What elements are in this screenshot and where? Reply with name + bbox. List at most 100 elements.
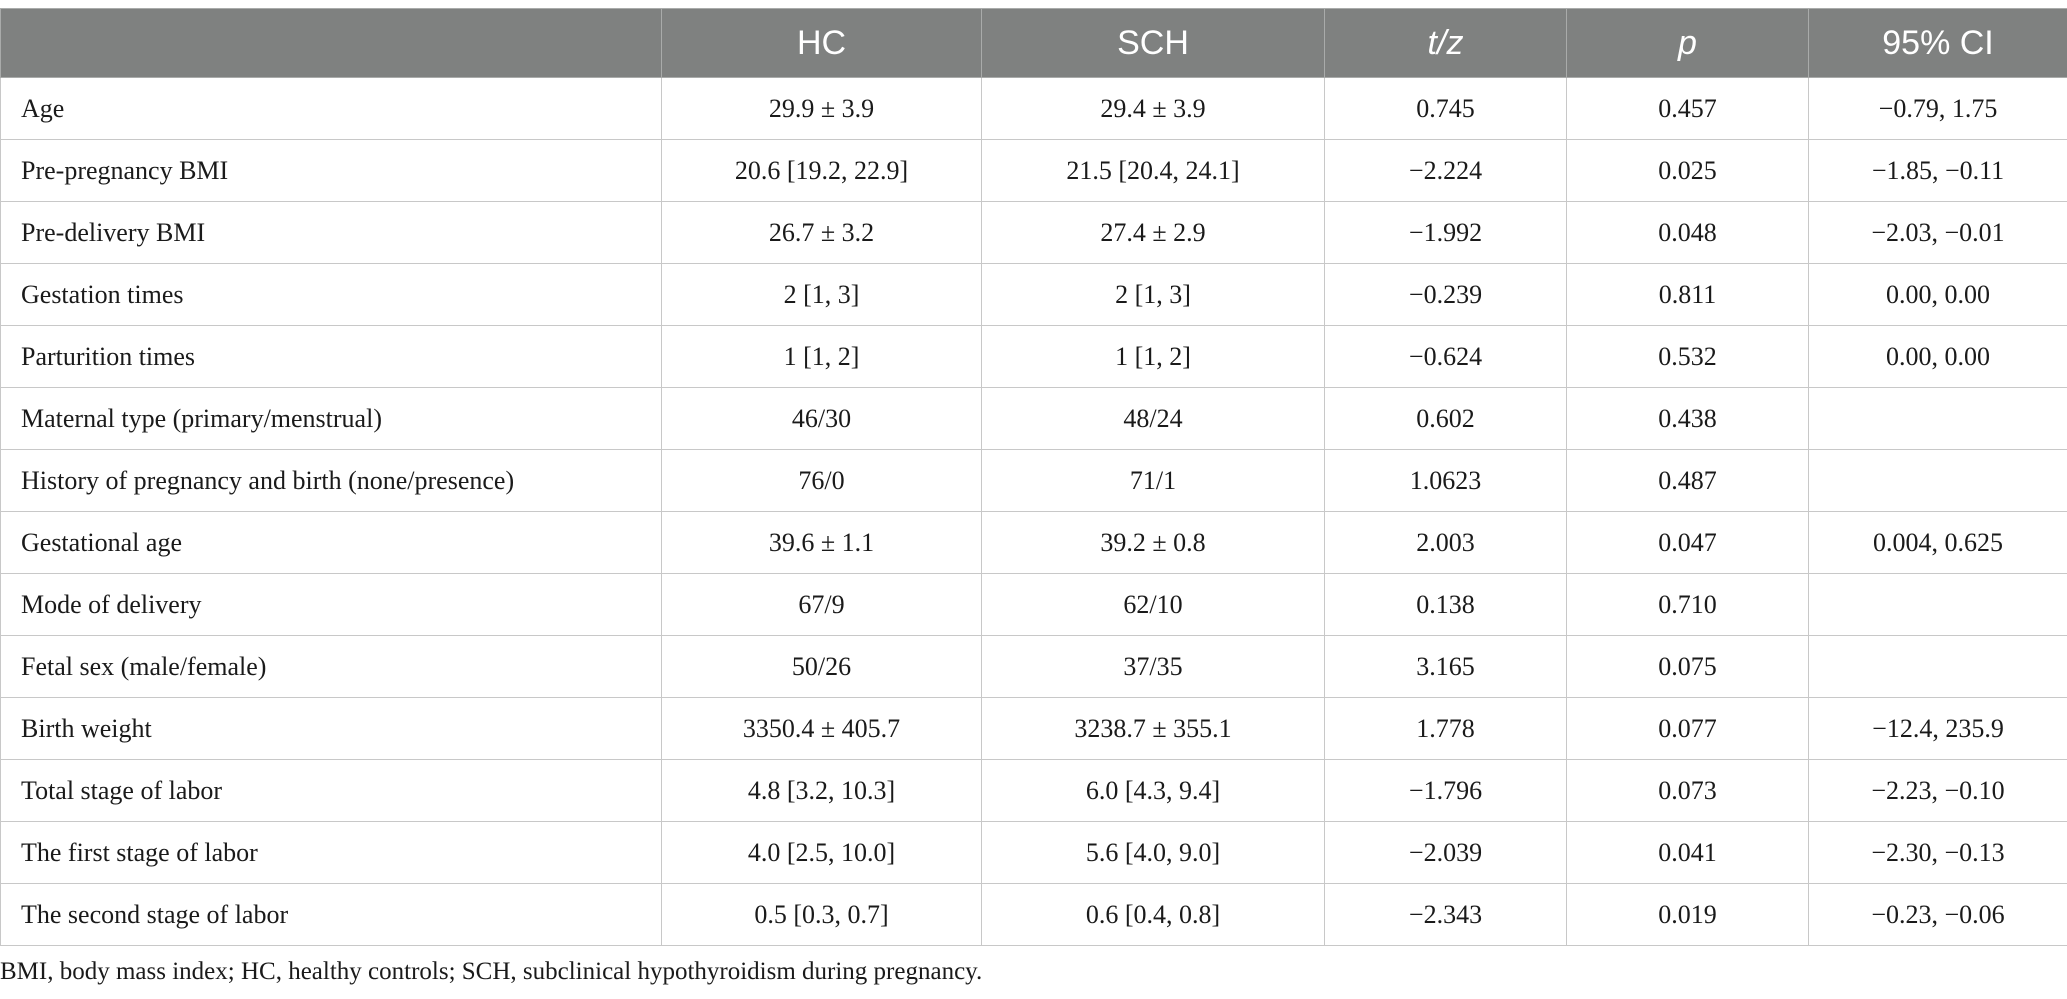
sch-cell: 39.2 ± 0.8 xyxy=(981,511,1325,574)
ci-cell: 0.004, 0.625 xyxy=(1808,511,2067,574)
comparison-table-container: HC SCH t/z p 95% CI Age 29.9 ± 3.9 29.4 ± … xyxy=(0,8,2067,946)
hc-cell: 76/0 xyxy=(661,449,982,512)
hc-cell: 3350.4 ± 405.7 xyxy=(661,697,982,760)
table-row: Age 29.9 ± 3.9 29.4 ± 3.9 0.745 0.457 −0.79, … xyxy=(0,77,2067,140)
hc-cell: 0.5 [0.3, 0.7] xyxy=(661,883,982,946)
hc-cell: 46/30 xyxy=(661,387,982,450)
variable-cell: Gestation times xyxy=(0,263,662,326)
ci-cell xyxy=(1808,635,2067,698)
table-row: Fetal sex (male/female) 50/26 37/35 3.165 0.… xyxy=(0,635,2067,698)
variable-cell: Pre-pregnancy BMI xyxy=(0,139,662,202)
ci-cell: 0.00, 0.00 xyxy=(1808,325,2067,388)
p-cell: 0.047 xyxy=(1566,511,1809,574)
t-z-cell: −0.624 xyxy=(1324,325,1567,388)
ci-cell xyxy=(1808,573,2067,636)
header-row: HC SCH t/z p 95% CI xyxy=(0,8,2067,78)
table-row: Pre-pregnancy BMI 20.6 [19.2, 22.9] 21.5 [… xyxy=(0,139,2067,202)
t-z-cell: −1.796 xyxy=(1324,759,1567,822)
hc-cell: 29.9 ± 3.9 xyxy=(661,77,982,140)
t-z-cell: −1.992 xyxy=(1324,201,1567,264)
variable-cell: Parturition times xyxy=(0,325,662,388)
hc-cell: 1 [1, 2] xyxy=(661,325,982,388)
table-header: HC SCH t/z p 95% CI xyxy=(0,8,2067,78)
p-cell: 0.457 xyxy=(1566,77,1809,140)
header-cell-95-ci: 95% CI xyxy=(1808,8,2067,78)
sch-cell: 37/35 xyxy=(981,635,1325,698)
p-cell: 0.438 xyxy=(1566,387,1809,450)
sch-cell: 48/24 xyxy=(981,387,1325,450)
sch-cell: 3238.7 ± 355.1 xyxy=(981,697,1325,760)
variable-cell: Mode of delivery xyxy=(0,573,662,636)
table-row: Gestational age 39.6 ± 1.1 39.2 ± 0.8 2.003… xyxy=(0,511,2067,574)
variable-cell: Birth weight xyxy=(0,697,662,760)
table-row: Birth weight 3350.4 ± 405.7 3238.7 ± 355.1… xyxy=(0,697,2067,760)
comparison-table: HC SCH t/z p 95% CI Age 29.9 ± 3.9 29.4 ± … xyxy=(0,8,2067,946)
ci-cell: −2.23, −0.10 xyxy=(1808,759,2067,822)
table-row: The second stage of labor 0.5 [0.3, 0.7] 0… xyxy=(0,883,2067,946)
variable-cell: Fetal sex (male/female) xyxy=(0,635,662,698)
table-row: Maternal type (primary/menstrual) 46/30 48… xyxy=(0,387,2067,450)
sch-cell: 71/1 xyxy=(981,449,1325,512)
variable-cell: Total stage of labor xyxy=(0,759,662,822)
table-row: Parturition times 1 [1, 2] 1 [1, 2] −0.624 0… xyxy=(0,325,2067,388)
t-z-cell: 0.745 xyxy=(1324,77,1567,140)
t-z-cell: 3.165 xyxy=(1324,635,1567,698)
p-cell: 0.019 xyxy=(1566,883,1809,946)
p-cell: 0.041 xyxy=(1566,821,1809,884)
p-cell: 0.532 xyxy=(1566,325,1809,388)
variable-cell: Age xyxy=(0,77,662,140)
p-cell: 0.075 xyxy=(1566,635,1809,698)
ci-cell: 0.00, 0.00 xyxy=(1808,263,2067,326)
hc-cell: 4.0 [2.5, 10.0] xyxy=(661,821,982,884)
sch-cell: 62/10 xyxy=(981,573,1325,636)
table-row: Mode of delivery 67/9 62/10 0.138 0.710 xyxy=(0,573,2067,636)
sch-cell: 27.4 ± 2.9 xyxy=(981,201,1325,264)
t-z-cell: −0.239 xyxy=(1324,263,1567,326)
variable-cell: History of pregnancy and birth (none/pre… xyxy=(0,449,662,512)
sch-cell: 29.4 ± 3.9 xyxy=(981,77,1325,140)
ci-cell: −0.79, 1.75 xyxy=(1808,77,2067,140)
p-cell: 0.487 xyxy=(1566,449,1809,512)
ci-cell xyxy=(1808,387,2067,450)
hc-cell: 2 [1, 3] xyxy=(661,263,982,326)
table-row: Pre-delivery BMI 26.7 ± 3.2 27.4 ± 2.9 −1.9… xyxy=(0,201,2067,264)
sch-cell: 1 [1, 2] xyxy=(981,325,1325,388)
p-cell: 0.077 xyxy=(1566,697,1809,760)
p-cell: 0.073 xyxy=(1566,759,1809,822)
hc-cell: 39.6 ± 1.1 xyxy=(661,511,982,574)
sch-cell: 0.6 [0.4, 0.8] xyxy=(981,883,1325,946)
variable-cell: The first stage of labor xyxy=(0,821,662,884)
header-cell-sch: SCH xyxy=(981,8,1325,78)
ci-cell: −1.85, −0.11 xyxy=(1808,139,2067,202)
table-body: Age 29.9 ± 3.9 29.4 ± 3.9 0.745 0.457 −0.79, … xyxy=(0,77,2067,946)
table-row: The first stage of labor 4.0 [2.5, 10.0] 5… xyxy=(0,821,2067,884)
header-cell-p: p xyxy=(1566,8,1809,78)
table-footnote: BMI, body mass index; HC, healthy contro… xyxy=(0,958,983,985)
header-cell-t-z: t/z xyxy=(1324,8,1567,78)
hc-cell: 67/9 xyxy=(661,573,982,636)
t-z-cell: −2.343 xyxy=(1324,883,1567,946)
t-z-cell: 1.0623 xyxy=(1324,449,1567,512)
ci-cell xyxy=(1808,449,2067,512)
sch-cell: 6.0 [4.3, 9.4] xyxy=(981,759,1325,822)
ci-cell: −12.4, 235.9 xyxy=(1808,697,2067,760)
t-z-cell: −2.224 xyxy=(1324,139,1567,202)
ci-cell: −2.03, −0.01 xyxy=(1808,201,2067,264)
p-cell: 0.025 xyxy=(1566,139,1809,202)
t-z-cell: 0.138 xyxy=(1324,573,1567,636)
ci-cell: −2.30, −0.13 xyxy=(1808,821,2067,884)
hc-cell: 50/26 xyxy=(661,635,982,698)
sch-cell: 21.5 [20.4, 24.1] xyxy=(981,139,1325,202)
ci-cell: −0.23, −0.06 xyxy=(1808,883,2067,946)
header-cell-hc: HC xyxy=(661,8,982,78)
variable-cell: The second stage of labor xyxy=(0,883,662,946)
hc-cell: 20.6 [19.2, 22.9] xyxy=(661,139,982,202)
hc-cell: 26.7 ± 3.2 xyxy=(661,201,982,264)
variable-cell: Pre-delivery BMI xyxy=(0,201,662,264)
t-z-cell: −2.039 xyxy=(1324,821,1567,884)
p-cell: 0.710 xyxy=(1566,573,1809,636)
hc-cell: 4.8 [3.2, 10.3] xyxy=(661,759,982,822)
variable-cell: Maternal type (primary/menstrual) xyxy=(0,387,662,450)
t-z-cell: 2.003 xyxy=(1324,511,1567,574)
t-z-cell: 0.602 xyxy=(1324,387,1567,450)
